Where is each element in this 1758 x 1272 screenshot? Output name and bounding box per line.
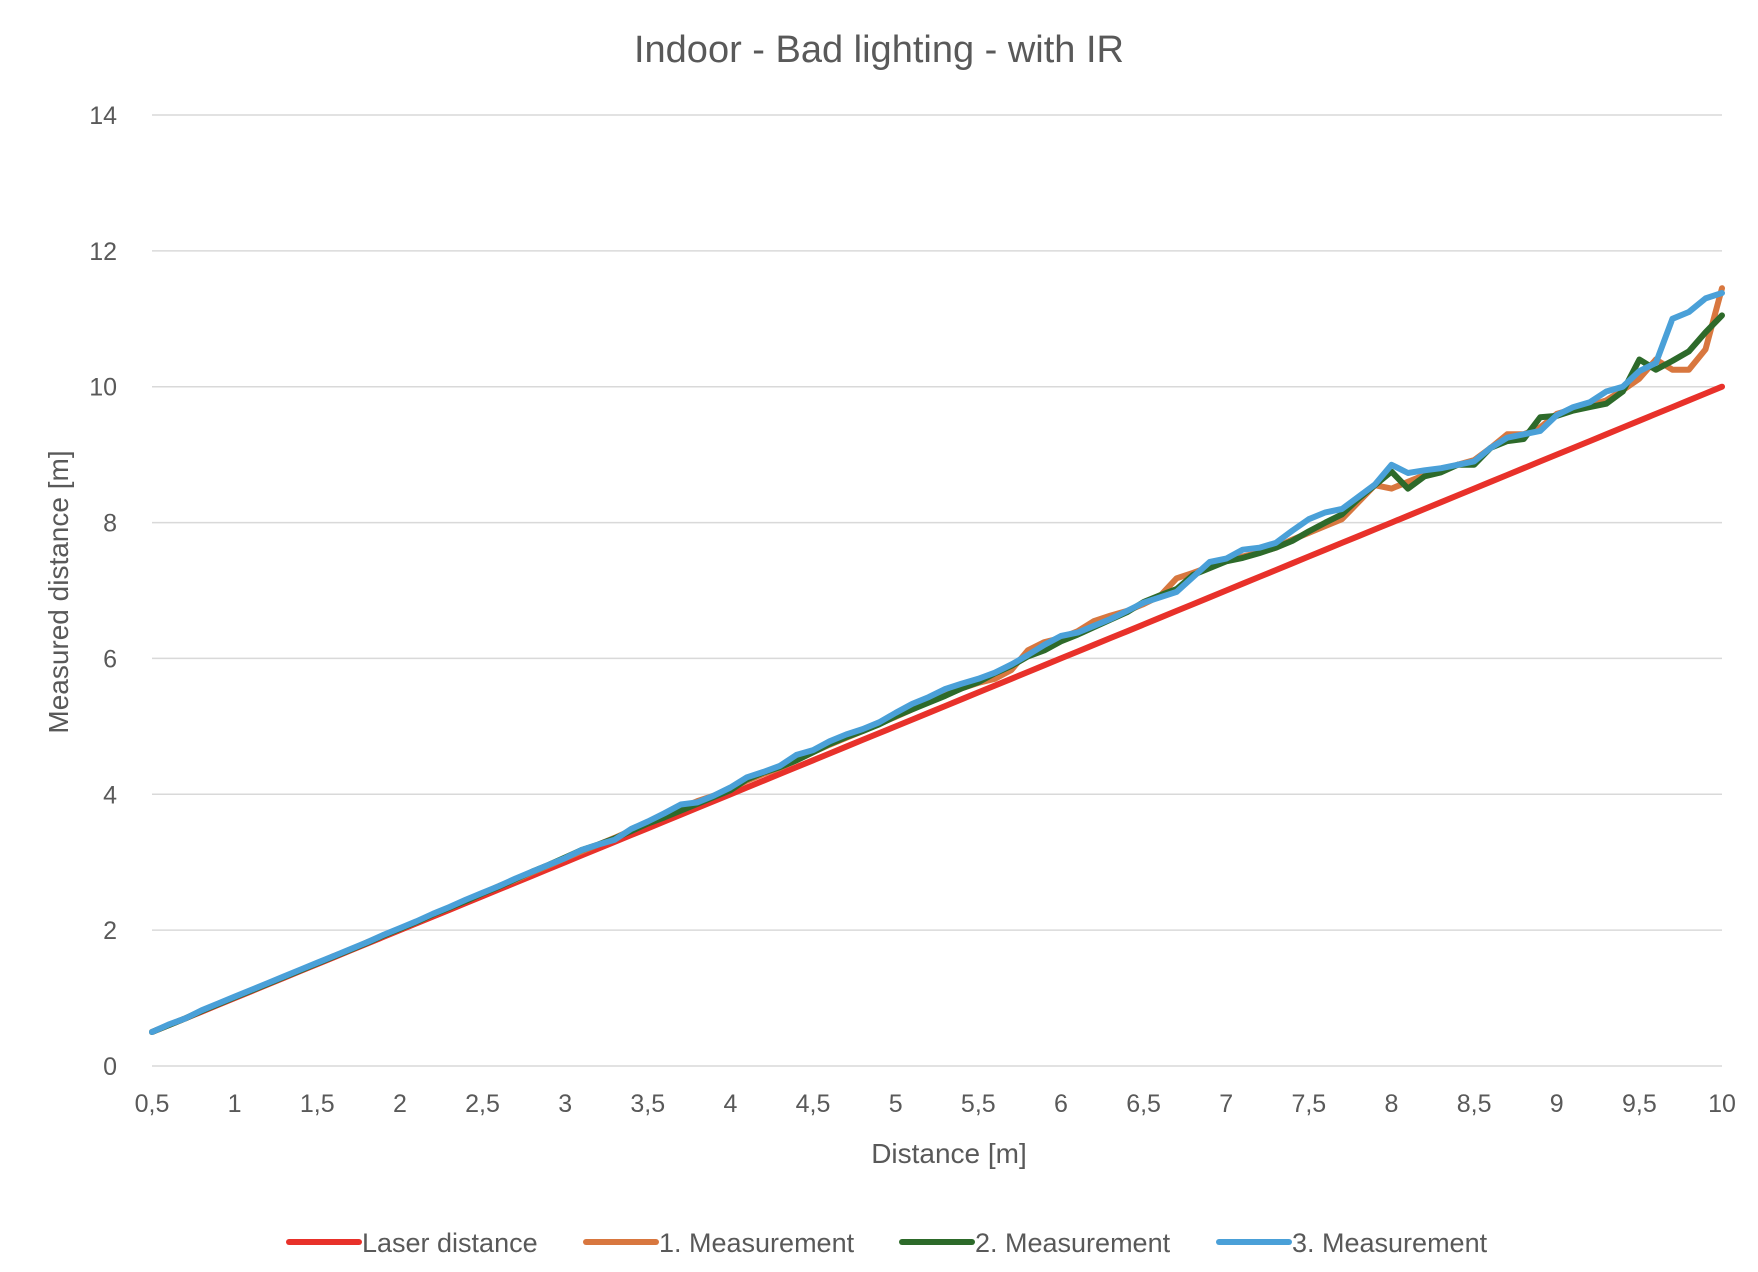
y-tick-label: 4: [103, 781, 117, 809]
legend-label: 3. Measurement: [1292, 1228, 1488, 1258]
series-line: [149, 290, 1725, 1035]
legend-label: 2. Measurement: [975, 1228, 1171, 1258]
x-tick-label: 9,5: [1622, 1090, 1657, 1118]
x-tick-label: 0,5: [135, 1090, 170, 1118]
x-tick-label: 6,5: [1126, 1090, 1161, 1118]
x-tick-label: 2,5: [465, 1090, 500, 1118]
x-tick-label: 10: [1708, 1090, 1736, 1118]
x-axis-title: Distance [m]: [871, 1138, 1027, 1169]
y-tick-label: 0: [103, 1053, 117, 1081]
x-tick-label: 8,5: [1457, 1090, 1492, 1118]
x-tick-label: 1,5: [300, 1090, 335, 1118]
x-tick-label: 5: [889, 1090, 903, 1118]
x-tick-label: 4,5: [796, 1090, 831, 1118]
x-tick-label: 2: [393, 1090, 407, 1118]
y-tick-label: 14: [89, 102, 117, 130]
legend-label: Laser distance: [362, 1228, 538, 1258]
y-tick-label: 8: [103, 510, 117, 538]
y-tick-label: 10: [89, 374, 117, 402]
x-tick-label: 1: [228, 1090, 242, 1118]
x-tick-label: 7: [1219, 1090, 1233, 1118]
x-tick-label: 3: [558, 1090, 572, 1118]
x-tick-label: 3,5: [630, 1090, 665, 1118]
series-lines: [149, 285, 1725, 1035]
x-tick-label: 9: [1550, 1090, 1564, 1118]
gridlines: [152, 114, 1722, 1067]
chart-title: Indoor - Bad lighting - with IR: [634, 29, 1124, 71]
series-line: [149, 312, 1725, 1035]
y-axis-tick-labels: 0 2 4 6 8 10 12 14: [89, 102, 117, 1081]
legend: Laser distance 1. Measurement 2. Measureme…: [286, 1228, 1488, 1258]
x-tick-label: 8: [1385, 1090, 1399, 1118]
x-tick-label: 6: [1054, 1090, 1068, 1118]
x-axis-tick-labels: 0,5 1 1,5 2 2,5 3 3,5 4 4,5 5 5,5 6 6,5 7 7,5 8 8,5 9 9,5 1…: [135, 1090, 1736, 1118]
y-tick-label: 2: [103, 917, 117, 945]
y-tick-label: 6: [103, 645, 117, 673]
x-tick-label: 7,5: [1291, 1090, 1326, 1118]
series-line: [149, 285, 1725, 1035]
y-axis-title: Measured distance [m]: [43, 450, 74, 733]
x-tick-label: 4: [723, 1090, 737, 1118]
x-tick-label: 5,5: [961, 1090, 996, 1118]
legend-label: 1. Measurement: [659, 1228, 855, 1258]
y-tick-label: 12: [89, 238, 117, 266]
